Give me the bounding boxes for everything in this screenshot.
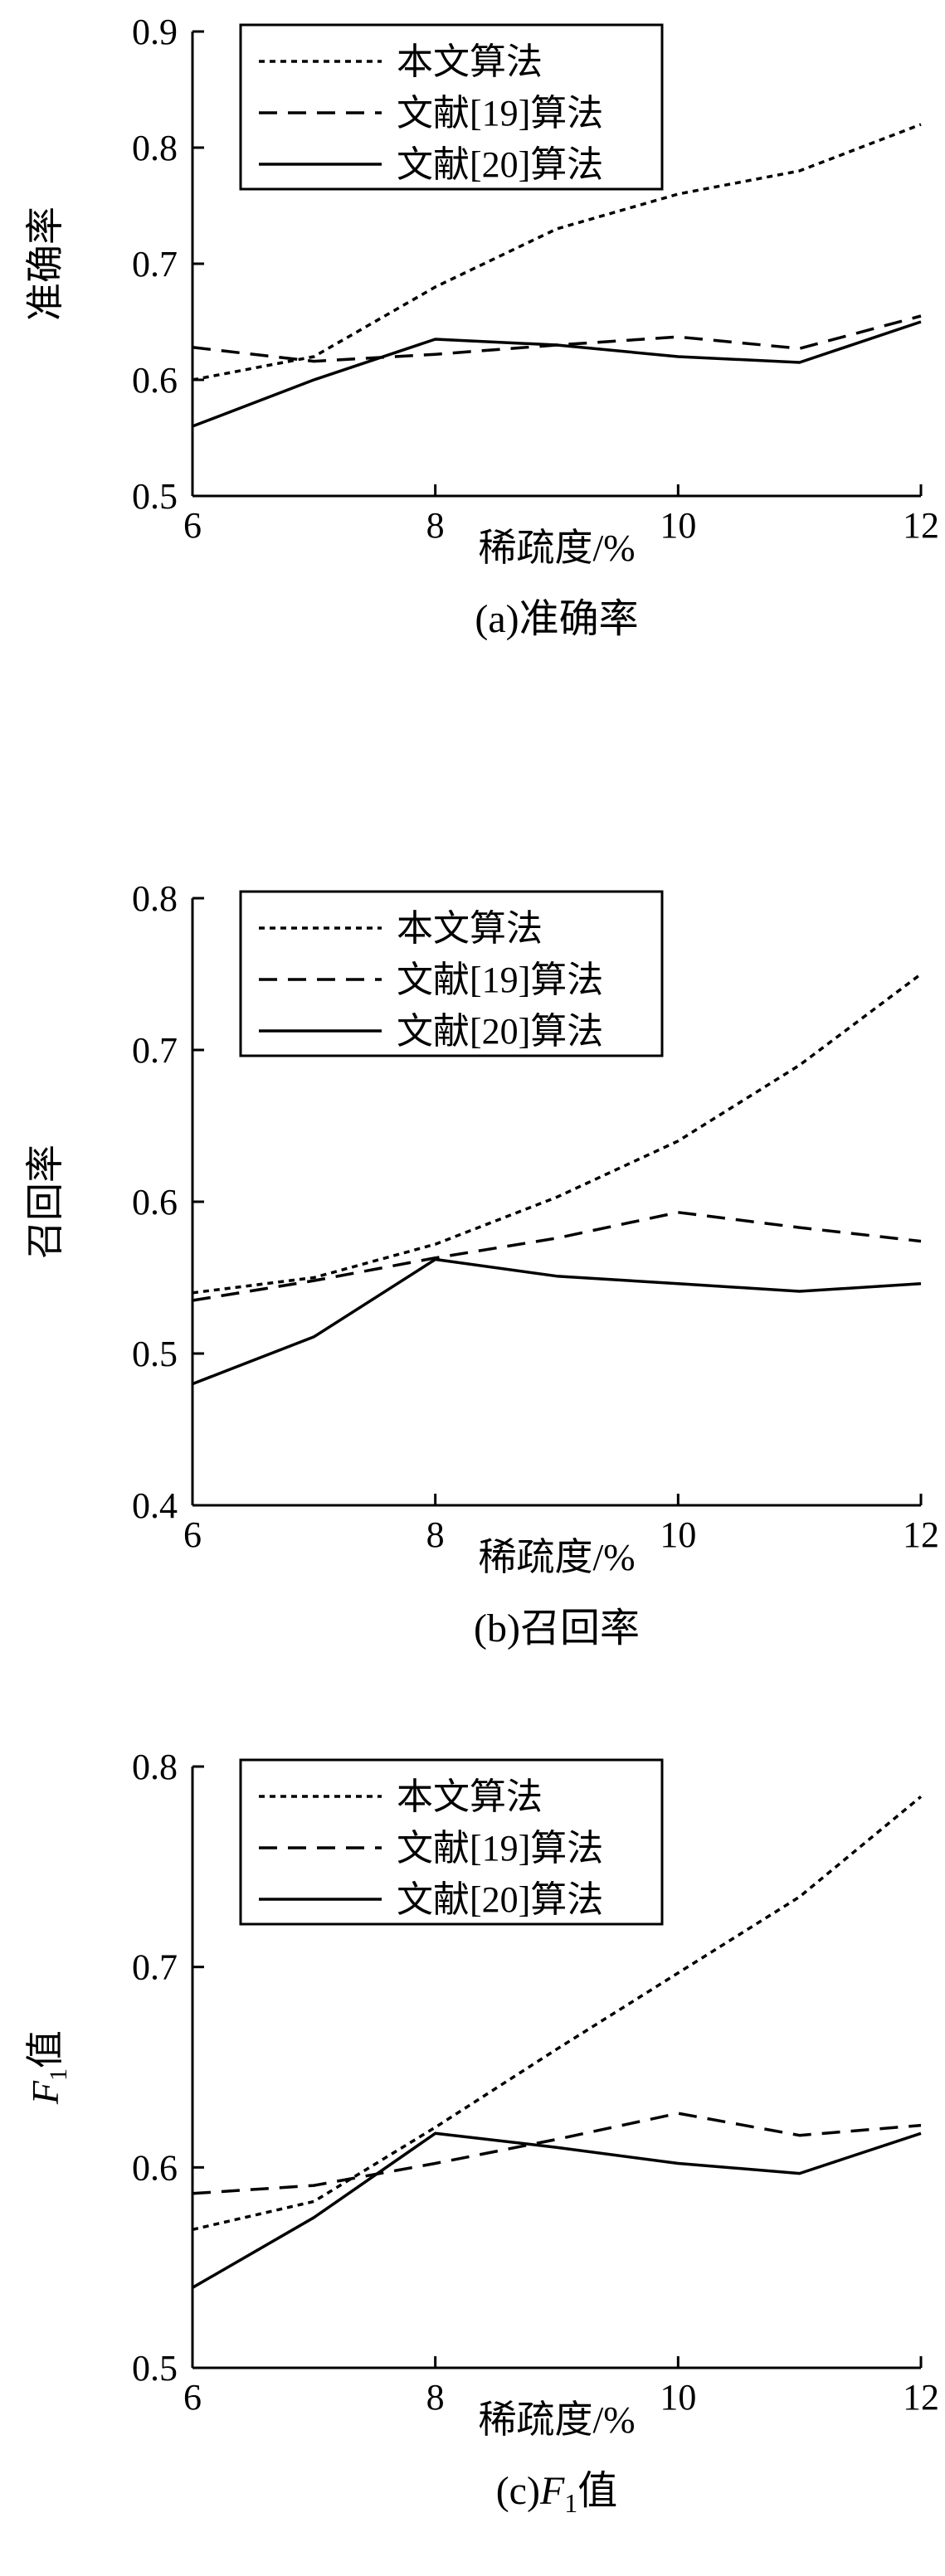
chart-b: 0.4 0.5 0.6 0.7 0.8 6 8 10 12 本文算法文献[19]算法文献[20]算… (24, 878, 939, 1650)
x-axis-label: 稀疏度/% (478, 1536, 635, 1578)
x-tick-label: 12 (903, 505, 939, 546)
legend-label: 文献[19]算法 (397, 1828, 603, 1869)
x-tick-label: 8 (426, 1514, 445, 1555)
chart-a: 0.5 0.6 0.7 0.8 0.9 6 8 10 12 本文算法文献[19]算法文献[20]算… (24, 12, 939, 641)
x-tick-label: 8 (426, 505, 445, 546)
x-tick-label: 6 (183, 2377, 202, 2418)
y-tick-label: 0.7 (132, 244, 178, 284)
chart-caption: (a)准确率 (475, 597, 638, 641)
legend-label: 文献[19]算法 (397, 93, 603, 134)
series-line (192, 1795, 923, 2232)
x-tick-label: 8 (426, 2377, 445, 2418)
y-tick-label: 0.9 (132, 12, 178, 52)
chart-caption: (b)召回率 (474, 1606, 640, 1650)
y-tick-label: 0.5 (132, 2348, 178, 2389)
series-line (192, 2112, 922, 2195)
legend-label: 本文算法 (397, 1776, 543, 1817)
legend-label: 文献[20]算法 (397, 1011, 603, 1052)
series-line (192, 320, 922, 428)
x-tick-label: 10 (660, 2377, 696, 2418)
x-tick-label: 6 (183, 505, 202, 546)
x-tick-label: 10 (660, 1514, 696, 1555)
series-line (192, 314, 922, 363)
y-tick-label: 0.7 (132, 1030, 178, 1071)
y-tick-label: 0.6 (132, 1182, 178, 1222)
y-tick-label: 0.5 (132, 476, 178, 517)
y-axis-label: F1值 (24, 2030, 72, 2105)
chart-c: 0.5 0.6 0.7 0.8 6 8 10 12 本文算法文献[19]算法文献[20]算法稀疏… (24, 1747, 939, 2518)
legend-box (239, 1758, 664, 1926)
x-tick-label: 6 (183, 1514, 202, 1555)
x-tick-label: 12 (903, 2377, 939, 2418)
series-line (192, 973, 923, 1295)
y-tick-label: 0.8 (132, 1747, 178, 1787)
y-axis-label: 准确率 (24, 207, 66, 321)
y-tick-label: 0.6 (132, 2147, 178, 2188)
y-tick-label: 0.5 (132, 1334, 178, 1374)
y-tick-label: 0.8 (132, 878, 178, 919)
legend-label: 本文算法 (397, 41, 543, 82)
legend-box (239, 23, 664, 191)
x-tick-label: 10 (660, 505, 696, 546)
x-axis-label: 稀疏度/% (478, 527, 635, 569)
series-line (192, 123, 922, 382)
series-line (192, 2131, 922, 2289)
x-axis-label: 稀疏度/% (478, 2399, 635, 2441)
legend-label: 本文算法 (397, 908, 543, 949)
legend-label: 文献[19]算法 (397, 960, 603, 1000)
y-tick-label: 0.6 (132, 360, 178, 401)
legend-label: 文献[20]算法 (397, 144, 603, 185)
series-line (192, 1257, 922, 1386)
x-tick-label: 12 (903, 1514, 939, 1555)
series-line (192, 1211, 922, 1302)
legend-label: 文献[20]算法 (397, 1879, 603, 1920)
chart-caption: (c)F1值 (496, 2469, 618, 2518)
y-tick-label: 0.7 (132, 1947, 178, 1988)
y-axis-label: 召回率 (24, 1145, 66, 1259)
legend-box (239, 890, 664, 1057)
y-tick-label: 0.8 (132, 128, 178, 168)
y-tick-label: 0.4 (132, 1485, 178, 1526)
